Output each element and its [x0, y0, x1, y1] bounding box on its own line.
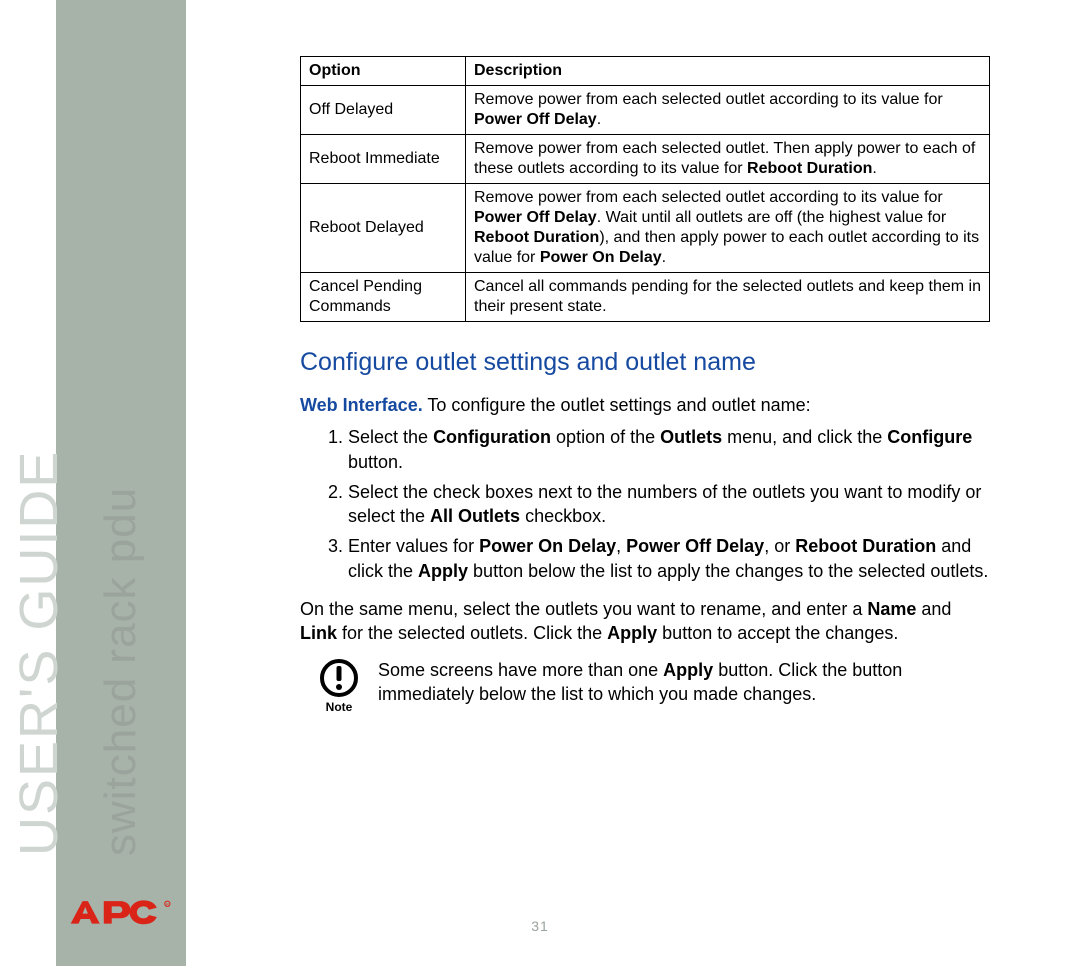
- table-row: Reboot Immediate Remove power from each …: [301, 135, 990, 184]
- option-cell: Reboot Delayed: [301, 184, 466, 273]
- option-cell: Reboot Immediate: [301, 135, 466, 184]
- option-cell: Off Delayed: [301, 86, 466, 135]
- note-block: Note Some screens have more than one App…: [318, 658, 990, 714]
- sidebar-title-main: USER'S GUIDE: [8, 450, 70, 856]
- sidebar: USER'S GUIDE switched rack pdu: [56, 0, 186, 966]
- main-content: Option Description Off Delayed Remove po…: [300, 56, 990, 714]
- note-icon: Note: [318, 658, 360, 714]
- paragraph-rename: On the same menu, select the outlets you…: [300, 597, 990, 646]
- description-cell: Remove power from each selected outlet a…: [466, 86, 990, 135]
- table-row: Off Delayed Remove power from each selec…: [301, 86, 990, 135]
- options-table: Option Description Off Delayed Remove po…: [300, 56, 990, 322]
- page: USER'S GUIDE switched rack pdu R Option …: [0, 0, 1080, 966]
- description-cell: Remove power from each selected outlet a…: [466, 184, 990, 273]
- col-option-header: Option: [301, 57, 466, 86]
- section-heading: Configure outlet settings and outlet nam…: [300, 348, 990, 377]
- web-interface-label: Web Interface.: [300, 395, 423, 415]
- web-interface-intro: Web Interface. To configure the outlet s…: [300, 393, 990, 417]
- list-item: Select the Configuration option of the O…: [348, 425, 990, 474]
- option-cell: Cancel Pending Commands: [301, 273, 466, 322]
- description-cell: Cancel all commands pending for the sele…: [466, 273, 990, 322]
- svg-text:R: R: [166, 902, 169, 907]
- note-text: Some screens have more than one Apply bu…: [378, 658, 990, 707]
- table-row: Reboot Delayed Remove power from each se…: [301, 184, 990, 273]
- table-row: Cancel Pending Commands Cancel all comma…: [301, 273, 990, 322]
- page-number: 31: [531, 918, 549, 934]
- list-item: Select the check boxes next to the numbe…: [348, 480, 990, 529]
- list-item: Enter values for Power On Delay, Power O…: [348, 534, 990, 583]
- brand-logo: R: [56, 896, 186, 930]
- steps-list: Select the Configuration option of the O…: [328, 425, 990, 583]
- table-header-row: Option Description: [301, 57, 990, 86]
- description-cell: Remove power from each selected outlet. …: [466, 135, 990, 184]
- col-description-header: Description: [466, 57, 990, 86]
- note-caption: Note: [318, 700, 360, 714]
- sidebar-title-sub: switched rack pdu: [96, 487, 146, 856]
